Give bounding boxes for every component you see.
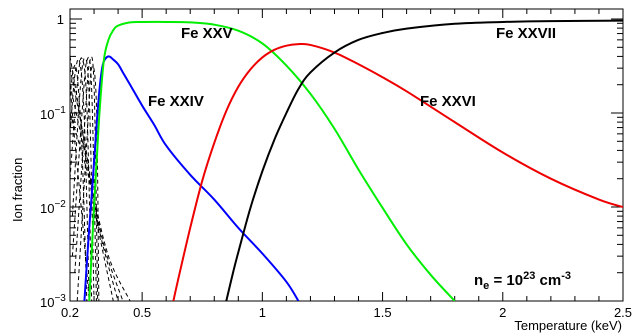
x-tick-label: 1.5 (374, 305, 392, 320)
lower-ion-curve (74, 56, 99, 301)
x-tick-label: 2 (499, 305, 506, 320)
series-line-fe-xxvi (172, 42, 623, 301)
series-lines (83, 19, 623, 301)
series-line-fe-xxv (88, 20, 456, 301)
x-tick-label: 2.5 (614, 305, 632, 320)
density-annotation: ne = 1023 cm-3 (474, 270, 571, 292)
x-tick-label: 1 (259, 305, 266, 320)
series-label-fe-xxvi: Fe XXVI (420, 93, 476, 110)
axis-ticks (69, 9, 624, 302)
lower-ion-curve (70, 112, 131, 301)
series-line-fe-xxiv (83, 55, 300, 301)
series-label-fe-xxv: Fe XXV (181, 25, 233, 42)
y-tick-label: 10−1 (40, 105, 66, 122)
y-tick-label: 10−2 (40, 199, 66, 216)
plot-frame (69, 8, 624, 302)
tick-labels: 0.2 0.5 1 1.5 2 2.5 1 10−1 10−2 10−3 (40, 12, 632, 320)
series-label-fe-xxiv: Fe XXIV (148, 93, 204, 110)
lower-ion-curve (70, 58, 90, 301)
lower-ion-curve (70, 56, 114, 301)
series-label-fe-xxvii: Fe XXVII (496, 25, 556, 42)
series-line-fe-xxvii (225, 19, 623, 301)
y-axis-title: Ion fraction (10, 158, 25, 222)
y-tick-label: 10−3 (40, 293, 66, 310)
x-tick-label: 0.5 (133, 305, 151, 320)
y-tick-label: 1 (57, 12, 64, 27)
x-axis-title: Temperature (keV) (514, 318, 622, 333)
x-tick-label: 0.2 (61, 305, 79, 320)
lower-ion-curve (70, 68, 119, 301)
lower-ion-curve (76, 65, 100, 301)
